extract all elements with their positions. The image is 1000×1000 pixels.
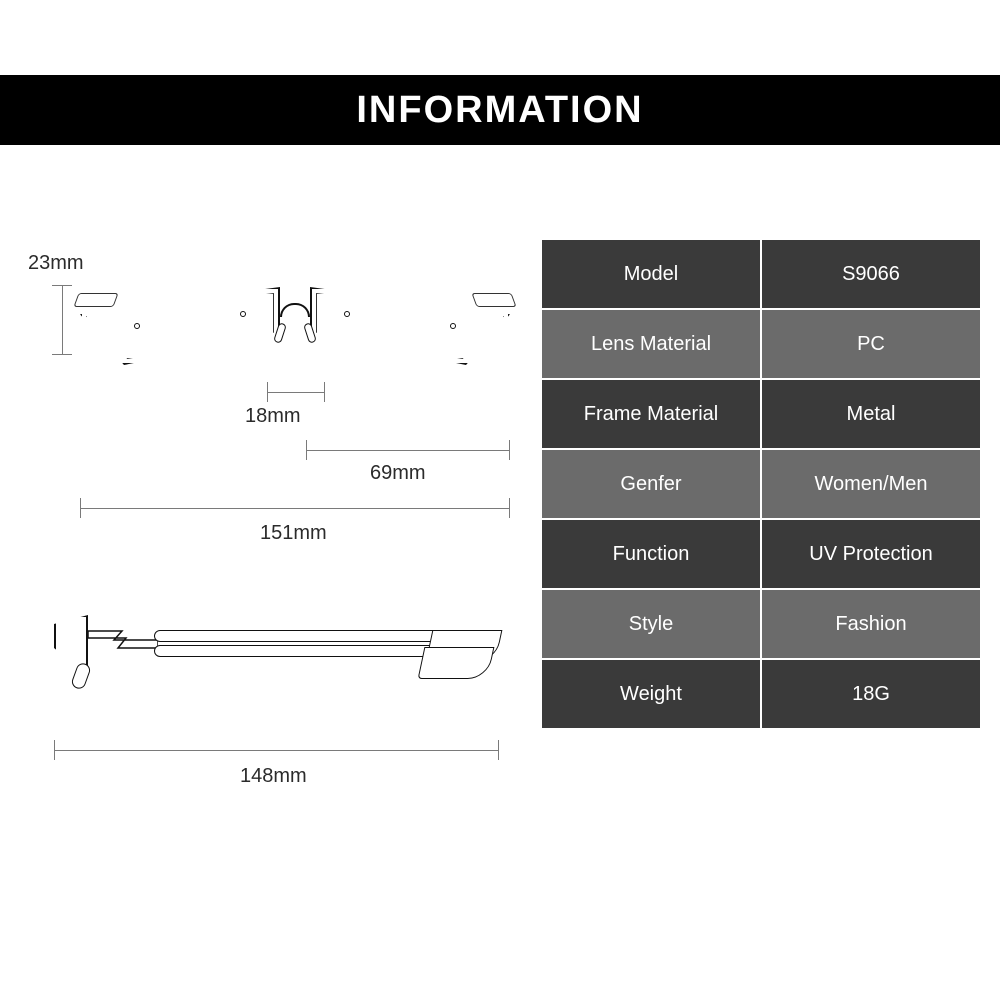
- temple-hint-left: [73, 293, 118, 307]
- temple-arm: [154, 630, 444, 642]
- spec-value: UV Protection: [762, 520, 980, 588]
- dim-frame-width: 151mm: [260, 522, 327, 545]
- spec-value: PC: [762, 310, 980, 378]
- spec-row: Lens MaterialPC: [542, 310, 980, 378]
- side-view-drawing: [54, 605, 499, 705]
- spec-row: GenferWomen/Men: [542, 450, 980, 518]
- screw-icon: [134, 323, 140, 329]
- spec-table: ModelS9066Lens MaterialPCFrame MaterialM…: [542, 240, 980, 730]
- dim-bar-frame-width: [80, 508, 510, 509]
- content-area: 23mm 18mm 69mm 151mm: [0, 240, 1000, 900]
- temple-tip: [418, 647, 495, 679]
- dim-bar-temple-length: [54, 750, 499, 751]
- spec-key: Weight: [542, 660, 760, 728]
- product-diagram: 23mm 18mm 69mm 151mm: [20, 240, 520, 860]
- spec-row: StyleFashion: [542, 590, 980, 658]
- spec-key: Function: [542, 520, 760, 588]
- dim-lens-width: 69mm: [370, 462, 426, 485]
- spec-key: Genfer: [542, 450, 760, 518]
- spec-row: Weight18G: [542, 660, 980, 728]
- header-title: INFORMATION: [356, 89, 643, 132]
- screw-icon: [450, 323, 456, 329]
- dim-bridge-width: 18mm: [245, 405, 301, 428]
- dim-temple-length: 148mm: [240, 765, 307, 788]
- spec-row: FunctionUV Protection: [542, 520, 980, 588]
- front-view-drawing: [80, 285, 510, 370]
- spec-key: Lens Material: [542, 310, 760, 378]
- spec-key: Frame Material: [542, 380, 760, 448]
- spec-key: Style: [542, 590, 760, 658]
- spec-row: ModelS9066: [542, 240, 980, 308]
- spec-row: Frame MaterialMetal: [542, 380, 980, 448]
- lightning-hinge-icon: [88, 625, 158, 655]
- spec-value: Fashion: [762, 590, 980, 658]
- bridge: [280, 303, 310, 317]
- screw-icon: [240, 311, 246, 317]
- dim-bar-bridge: [267, 392, 325, 393]
- dim-lens-height: 23mm: [28, 252, 84, 275]
- temple-hint-right: [471, 293, 516, 307]
- spec-value: Women/Men: [762, 450, 980, 518]
- spec-value: S9066: [762, 240, 980, 308]
- side-nosepad: [70, 661, 92, 690]
- header-band: INFORMATION: [0, 75, 1000, 145]
- screw-icon: [344, 311, 350, 317]
- spec-key: Model: [542, 240, 760, 308]
- dim-bar-lens-width: [306, 450, 510, 451]
- temple-arm: [154, 645, 444, 657]
- dim-bar-height: [62, 285, 63, 355]
- spec-value: 18G: [762, 660, 980, 728]
- spec-value: Metal: [762, 380, 980, 448]
